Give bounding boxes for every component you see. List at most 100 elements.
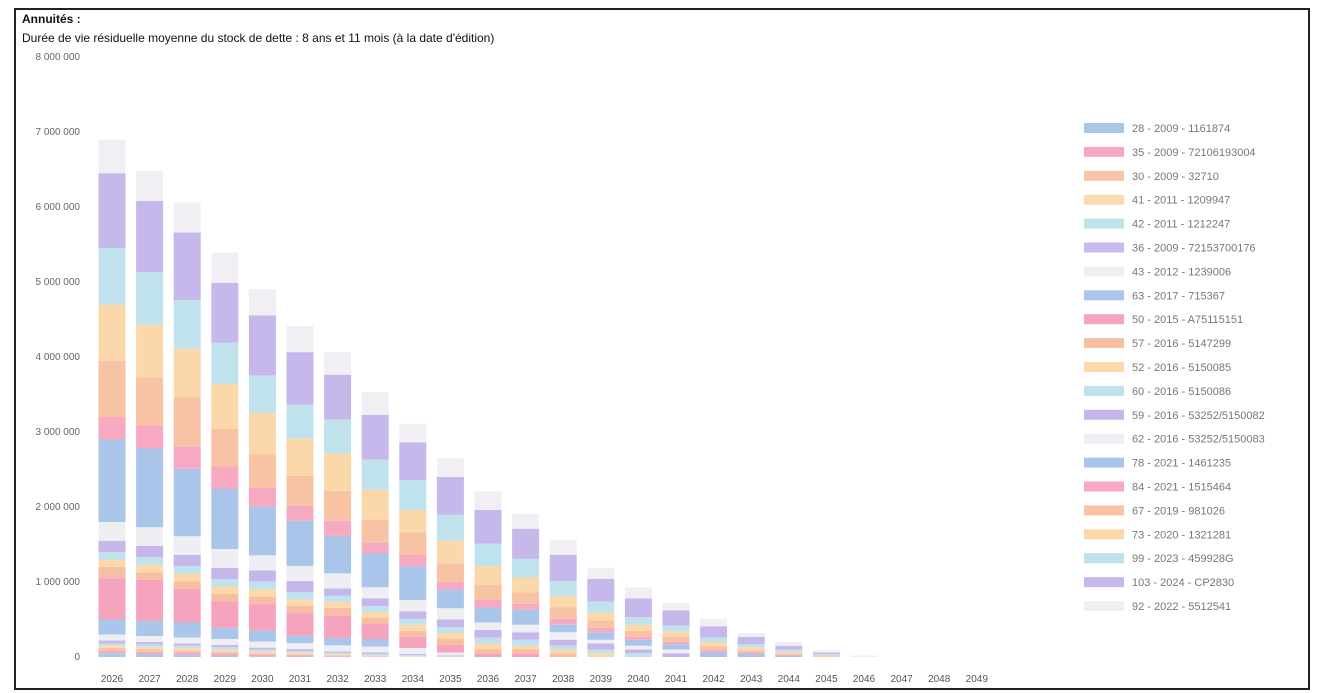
bar-segment	[248, 555, 276, 571]
x-tick-label: 2030	[251, 674, 274, 685]
legend-swatch	[1084, 577, 1124, 588]
bar-segment	[361, 519, 389, 543]
bar-segment	[324, 607, 352, 616]
bar-segment	[324, 490, 352, 521]
bar-segment	[211, 655, 239, 657]
x-tick-label: 2042	[702, 674, 725, 685]
bar-segment	[436, 563, 464, 582]
bar-segment	[587, 649, 615, 654]
bar-segment	[812, 652, 840, 654]
bar-segment	[211, 466, 239, 489]
bar-segment	[812, 654, 840, 656]
bar-segment	[286, 655, 314, 657]
bar-segment	[248, 506, 276, 556]
bar-segment	[436, 656, 464, 657]
bar-segment	[98, 634, 126, 641]
bar-segment	[587, 579, 615, 602]
bar-segment	[512, 653, 540, 657]
legend-swatch	[1084, 362, 1124, 372]
bar-segment	[361, 646, 389, 653]
legend-label: 78 - 2021 - 1461235	[1132, 458, 1231, 470]
bar-segment	[248, 649, 276, 652]
bar-segment	[399, 630, 427, 637]
bar-segment	[173, 232, 201, 300]
bar-segment	[361, 652, 389, 654]
x-tick-label: 2026	[101, 674, 124, 685]
bar-segment	[173, 446, 201, 469]
bar-segment	[662, 653, 690, 657]
bar-segment	[173, 588, 201, 623]
bar-segment	[248, 570, 276, 582]
legend-label: 36 - 2009 - 72153700176	[1132, 243, 1256, 255]
bar-segment	[211, 639, 239, 645]
bar-segment	[98, 439, 126, 522]
bar-segment	[136, 171, 164, 201]
bar-segment	[286, 520, 314, 566]
bar-segment	[399, 636, 427, 648]
bar-segment	[775, 645, 803, 650]
x-tick-label: 2049	[966, 674, 989, 685]
bar-segment	[98, 648, 126, 651]
x-tick-label: 2031	[289, 674, 312, 685]
bar-segment	[211, 653, 239, 656]
bar-segment	[324, 419, 352, 454]
bar-segment	[324, 573, 352, 589]
bar-segment	[812, 655, 840, 657]
bar-segment	[248, 289, 276, 316]
bar-segment	[474, 637, 502, 644]
bar-segment	[211, 579, 239, 587]
bar-segment	[737, 650, 765, 653]
legend-swatch	[1084, 529, 1124, 540]
bar-segment	[324, 651, 352, 653]
legend-label: 92 - 2022 - 5512541	[1132, 601, 1231, 613]
bar-segment	[624, 617, 652, 625]
bar-segment	[549, 632, 577, 640]
x-tick-label: 2027	[138, 674, 161, 685]
bar-segment	[399, 532, 427, 555]
bar-segment	[211, 252, 239, 283]
bar-segment	[361, 392, 389, 415]
bar-segment	[361, 639, 389, 647]
bar-segment	[474, 491, 502, 510]
bar-segment	[549, 596, 577, 608]
bar-segment	[136, 646, 164, 650]
bar-segment	[361, 459, 389, 490]
legend-label: 103 - 2024 - CP2830	[1132, 577, 1234, 589]
bar-segment	[248, 581, 276, 590]
bar-segment	[361, 618, 389, 624]
bar-segment	[211, 282, 239, 343]
bar-segment	[436, 627, 464, 633]
bar-segment	[512, 649, 540, 654]
bar-segment	[248, 647, 276, 650]
legend-swatch	[1084, 457, 1124, 468]
bar-segment	[248, 641, 276, 648]
bar-segment	[173, 566, 201, 574]
bar-segment	[173, 648, 201, 651]
bar-segment	[512, 639, 540, 646]
bar-segment	[700, 650, 728, 653]
bar-segment	[624, 587, 652, 599]
bar-segment	[136, 272, 164, 325]
x-tick-label: 2033	[364, 674, 387, 685]
bar-segment	[775, 651, 803, 654]
bar-segment	[549, 649, 577, 654]
bar-segment	[286, 635, 314, 644]
bar-segment	[624, 636, 652, 640]
bar-segment	[361, 489, 389, 520]
bar-segment	[136, 651, 164, 654]
bar-segment	[361, 624, 389, 639]
bar-segment	[737, 654, 765, 657]
bar-segment	[173, 650, 201, 653]
x-tick-label: 2038	[552, 674, 575, 685]
legend-label: 50 - 2015 - A75115151	[1132, 314, 1243, 326]
bar-segment	[286, 438, 314, 476]
bar-segment	[361, 542, 389, 554]
bar-segment	[173, 645, 201, 648]
bar-segment	[211, 594, 239, 602]
x-tick-label: 2044	[778, 674, 801, 685]
bar-segment	[136, 377, 164, 426]
bar-segment	[399, 442, 427, 480]
bar-segment	[399, 510, 427, 533]
bars	[98, 139, 878, 657]
bar-segment	[662, 636, 690, 642]
